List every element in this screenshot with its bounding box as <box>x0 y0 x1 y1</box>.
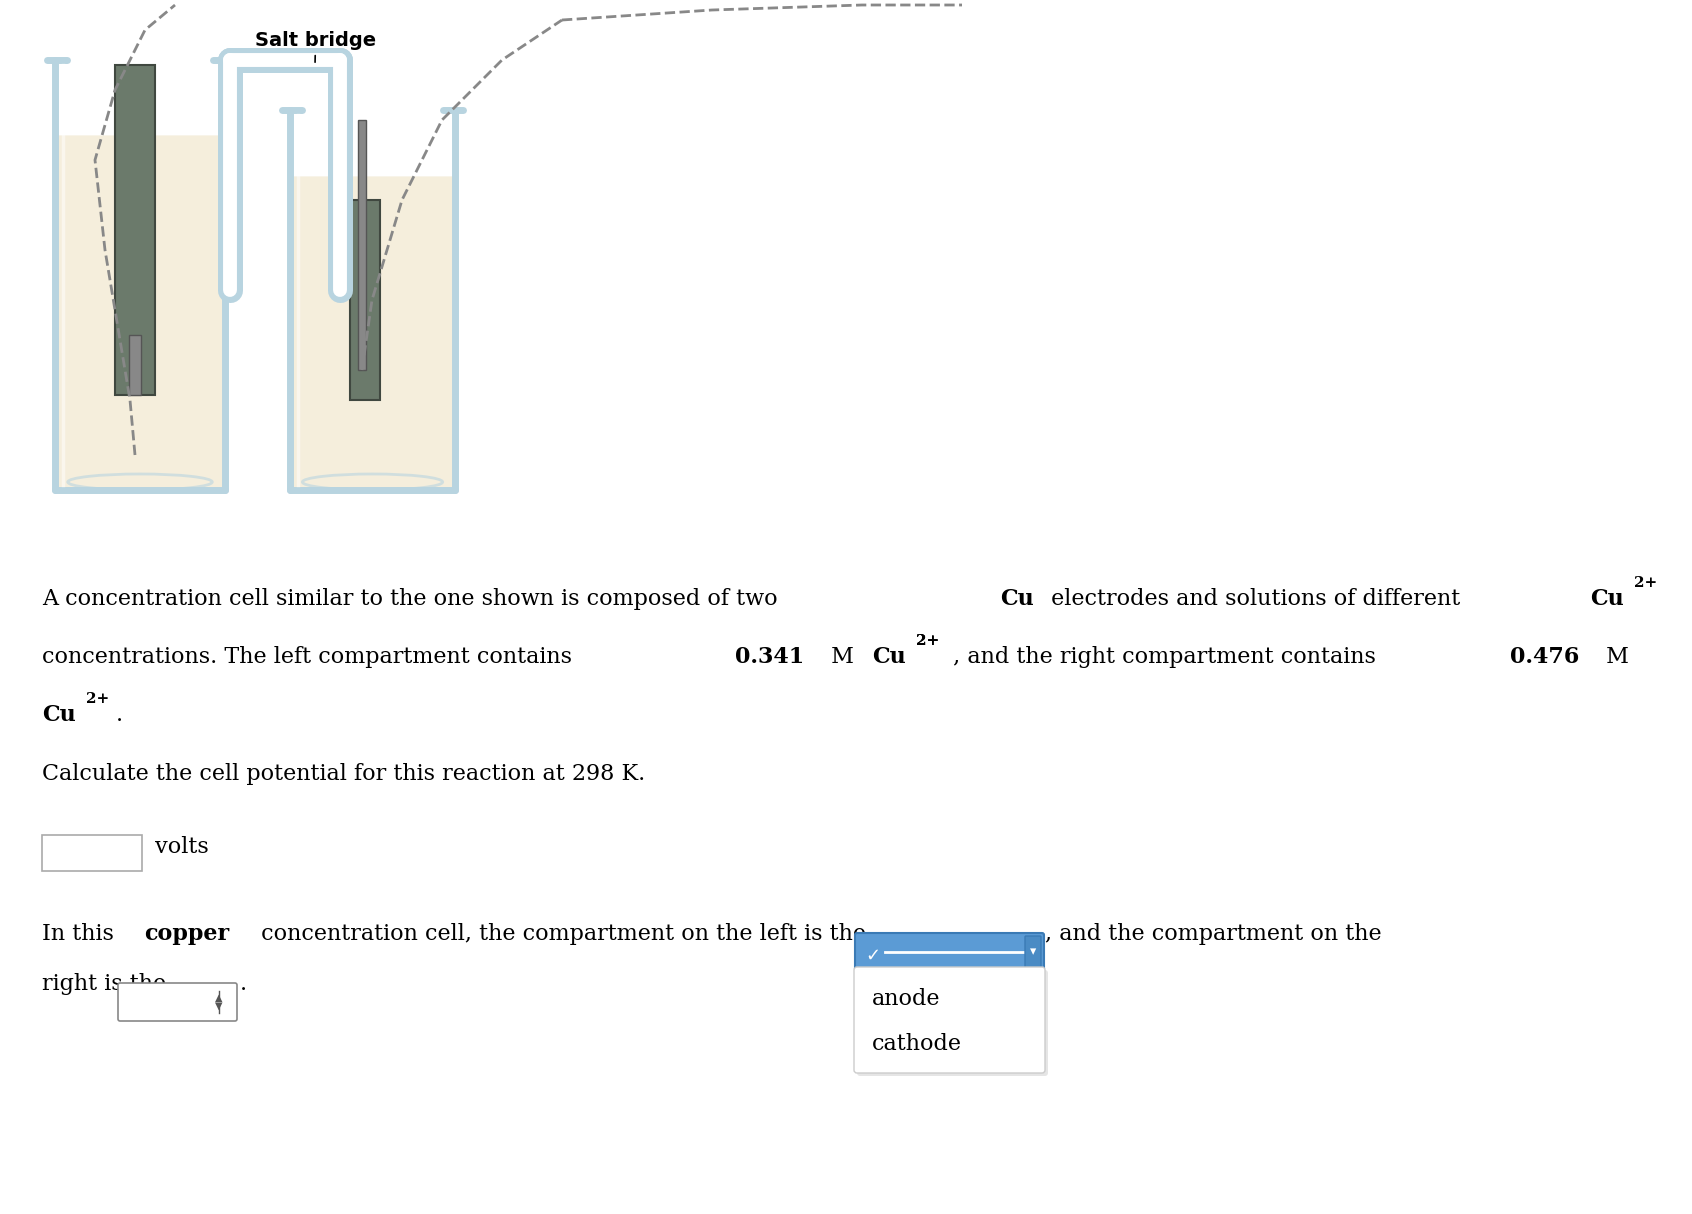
Text: Cu: Cu <box>871 646 905 668</box>
Bar <box>129 335 140 395</box>
FancyBboxPatch shape <box>1025 936 1041 968</box>
Text: , and the right compartment contains: , and the right compartment contains <box>946 646 1382 668</box>
Text: M: M <box>1599 646 1629 668</box>
Bar <box>359 120 365 370</box>
Text: anode: anode <box>871 988 941 1010</box>
Text: Salt bridge: Salt bridge <box>255 32 376 62</box>
Bar <box>42 835 142 870</box>
FancyBboxPatch shape <box>291 176 453 489</box>
Text: ▾: ▾ <box>1030 946 1036 959</box>
Text: Calculate the cell potential for this reaction at 298 K.: Calculate the cell potential for this re… <box>42 764 645 785</box>
FancyBboxPatch shape <box>56 136 223 489</box>
Text: .: . <box>240 972 247 995</box>
Text: ▲: ▲ <box>215 993 223 1003</box>
Text: In this: In this <box>42 923 122 944</box>
Text: ✓: ✓ <box>865 947 880 965</box>
FancyBboxPatch shape <box>854 934 1044 971</box>
Text: 2+: 2+ <box>1634 575 1656 590</box>
Text: cathode: cathode <box>871 1033 963 1055</box>
Text: M: M <box>824 646 861 668</box>
Text: , and the compartment on the: , and the compartment on the <box>1046 923 1382 944</box>
FancyBboxPatch shape <box>858 970 1047 1076</box>
Text: concentration cell, the compartment on the left is the: concentration cell, the compartment on t… <box>254 923 866 944</box>
FancyBboxPatch shape <box>118 983 237 1021</box>
Text: 2+: 2+ <box>915 634 939 648</box>
Bar <box>115 66 156 395</box>
Text: copper: copper <box>144 923 228 944</box>
Text: Cu: Cu <box>1000 588 1034 609</box>
Text: volts: volts <box>156 836 208 858</box>
Text: electrodes and solutions of different: electrodes and solutions of different <box>1044 588 1467 609</box>
Text: right is the: right is the <box>42 972 166 995</box>
Text: concentrations. The left compartment contains: concentrations. The left compartment con… <box>42 646 579 668</box>
Text: A concentration cell similar to the one shown is composed of two: A concentration cell similar to the one … <box>42 588 785 609</box>
Bar <box>350 200 381 399</box>
FancyBboxPatch shape <box>854 968 1046 1073</box>
Text: 2+: 2+ <box>86 692 108 707</box>
Text: ▼: ▼ <box>215 1002 223 1011</box>
Text: Cu: Cu <box>1590 588 1624 609</box>
Text: Cu: Cu <box>42 704 76 726</box>
Text: 0.476: 0.476 <box>1509 646 1579 668</box>
Text: .: . <box>115 704 124 726</box>
Text: 0.341: 0.341 <box>734 646 804 668</box>
Text: 2+: 2+ <box>915 634 939 648</box>
